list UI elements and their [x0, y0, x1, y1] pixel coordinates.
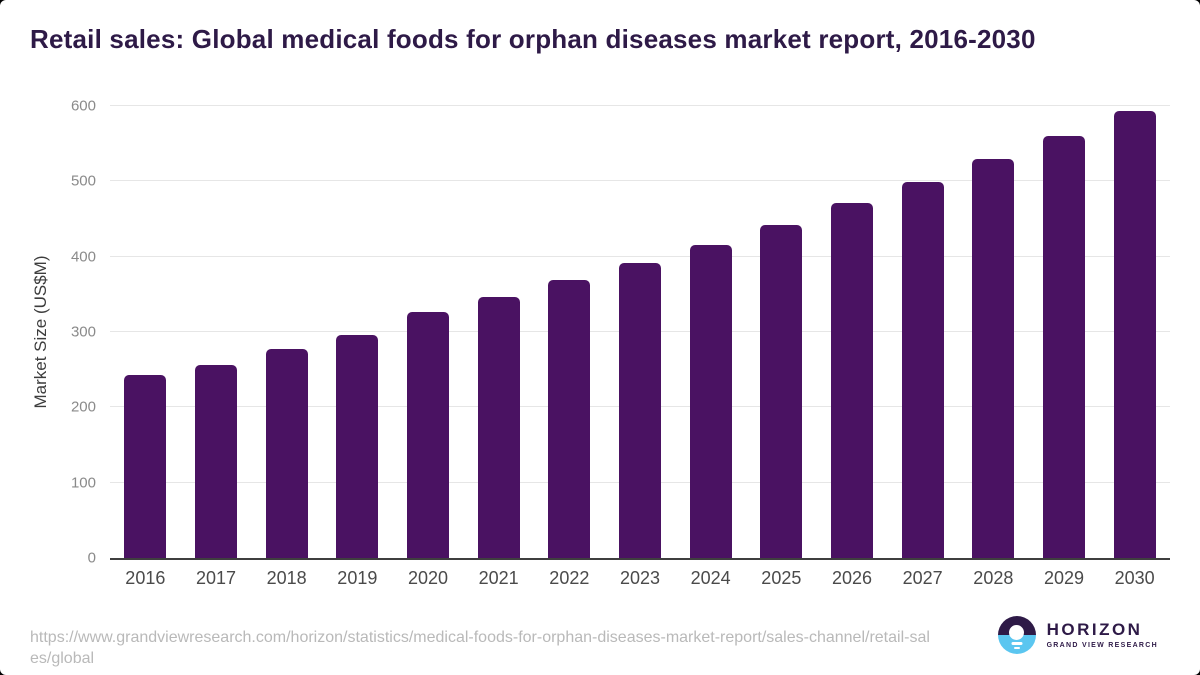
gridline-400	[110, 255, 1170, 257]
y-tick-label: 100	[70, 474, 96, 492]
logo-subtitle: GRAND VIEW RESEARCH	[1046, 642, 1158, 649]
bar-2028[interactable]	[972, 158, 1015, 558]
x-axis-label-2024: 2024	[690, 568, 731, 588]
bar-2017[interactable]	[195, 365, 237, 558]
bar-2021[interactable]	[477, 296, 520, 558]
gridline-600	[110, 105, 1170, 106]
water-reflection-dash	[1011, 642, 1023, 645]
horizon-sun-icon	[997, 616, 1036, 654]
y-tick-label: 0	[87, 549, 96, 567]
bar-2026[interactable]	[831, 203, 873, 558]
y-axis-title: Market Size (US$M)	[31, 255, 50, 409]
x-axis-label-2018: 2018	[266, 568, 307, 588]
x-axis-label-2026: 2026	[831, 568, 873, 588]
x-axis-label-2023: 2023	[619, 568, 661, 588]
logo-title: HORIZON	[1046, 620, 1143, 639]
x-axis-label-2022: 2022	[549, 568, 590, 588]
x-axis-label-2029: 2029	[1043, 568, 1085, 588]
x-axis-label-2021: 2021	[478, 568, 519, 588]
bar-2030[interactable]	[1113, 111, 1156, 558]
bar-2027[interactable]	[901, 182, 944, 558]
sun-circle	[1009, 625, 1025, 640]
y-tick-label: 600	[70, 97, 96, 115]
horizon-logo: HORIZON GRAND VIEW RESEARCH	[997, 616, 1158, 654]
bar-2023[interactable]	[619, 262, 661, 558]
y-tick-label: 500	[70, 172, 96, 190]
x-axis-label-2027: 2027	[902, 568, 943, 588]
bar-2020[interactable]	[407, 312, 449, 558]
logo-text: HORIZON GRAND VIEW RESEARCH	[1047, 621, 1158, 649]
x-axis-label-2017: 2017	[195, 568, 237, 588]
water-reflection-dash	[1013, 646, 1020, 649]
bar-2019[interactable]	[336, 335, 379, 558]
bar-2025[interactable]	[760, 225, 803, 558]
y-tick-label: 400	[70, 248, 96, 266]
y-tick-label: 200	[70, 398, 96, 416]
source-url-line: es/global	[30, 650, 95, 667]
bar-2022[interactable]	[548, 280, 591, 558]
x-axis-label-2030: 2030	[1114, 568, 1155, 588]
gridline-500	[110, 180, 1170, 182]
bar-2024[interactable]	[689, 244, 732, 558]
source-url-line: https://www.grandviewresearch.com/horizo…	[30, 629, 930, 646]
x-axis-label-2028: 2028	[973, 568, 1014, 588]
y-tick-label: 300	[70, 323, 96, 341]
x-axis-label-2025: 2025	[761, 568, 802, 588]
chart-title: Retail sales: Global medical foods for o…	[30, 24, 1036, 54]
bar-2029[interactable]	[1043, 136, 1085, 558]
bar-2016[interactable]	[124, 374, 167, 558]
bar-2018[interactable]	[265, 349, 308, 558]
x-axis-label-2016: 2016	[125, 568, 166, 588]
x-axis-label-2020: 2020	[407, 568, 449, 588]
source-url: https://www.grandviewresearch.com/horizo…	[30, 627, 940, 669]
x-axis-label-2019: 2019	[337, 568, 378, 588]
plot-area: 0 100 200 300 400 500 600 2016 2017 2018 2019 2020 2…	[71, 98, 1170, 588]
